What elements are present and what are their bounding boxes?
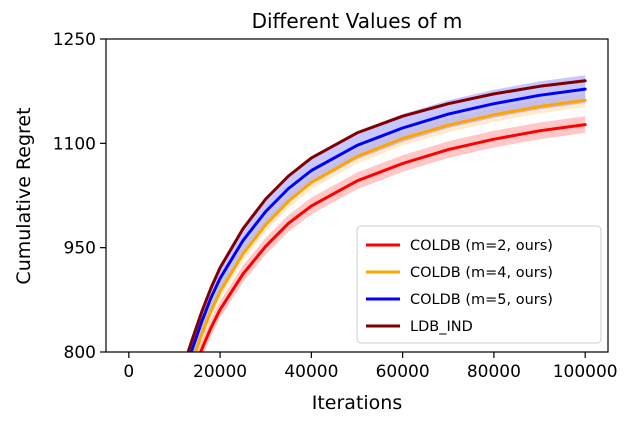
line-ldb-ind	[186, 79, 587, 352]
x-tick-label: 100000	[553, 362, 618, 382]
x-tick-label: 80000	[467, 362, 521, 382]
series-lines	[186, 79, 587, 352]
y-tick-label: 950	[64, 239, 96, 259]
y-tick-label: 1100	[53, 134, 96, 154]
band-coldb-m-2-ours	[197, 116, 586, 352]
x-axis-label: Iterations	[312, 392, 403, 414]
plot-frame	[105, 38, 609, 353]
line-coldb-m-2-ours	[199, 123, 587, 352]
y-tick-label: 1250	[53, 30, 96, 50]
legend-label-coldb-m-2-ours: COLDB (m=2, ours)	[410, 238, 553, 254]
line-coldb-m-4-ours	[193, 98, 587, 352]
legend: COLDB (m=2, ours) COLDB (m=4, ours) COLDB …	[356, 225, 602, 344]
legend-label-ldb-ind: LDB_IND	[410, 319, 473, 335]
x-tick-label: 20000	[193, 362, 247, 382]
x-axis-ticks: 0 20000 40000 60000 80000 100000	[123, 352, 618, 382]
legend-label-coldb-m-5-ours: COLDB (m=5, ours)	[410, 292, 553, 308]
y-tick-label: 800	[64, 343, 96, 363]
x-tick-label: 60000	[376, 362, 430, 382]
chart-title: Different Values of m	[252, 9, 463, 33]
y-axis-label: Cumulative Regret	[13, 107, 35, 284]
legend-label-coldb-m-4-ours: COLDB (m=4, ours)	[410, 265, 553, 281]
line-coldb-m-5-ours	[189, 87, 587, 352]
x-tick-label: 0	[123, 362, 134, 382]
band-coldb-m-5-ours	[188, 75, 586, 352]
x-tick-label: 40000	[284, 362, 338, 382]
legend-box	[356, 225, 602, 344]
y-axis-ticks: 800 950 1100 1250	[53, 30, 106, 363]
